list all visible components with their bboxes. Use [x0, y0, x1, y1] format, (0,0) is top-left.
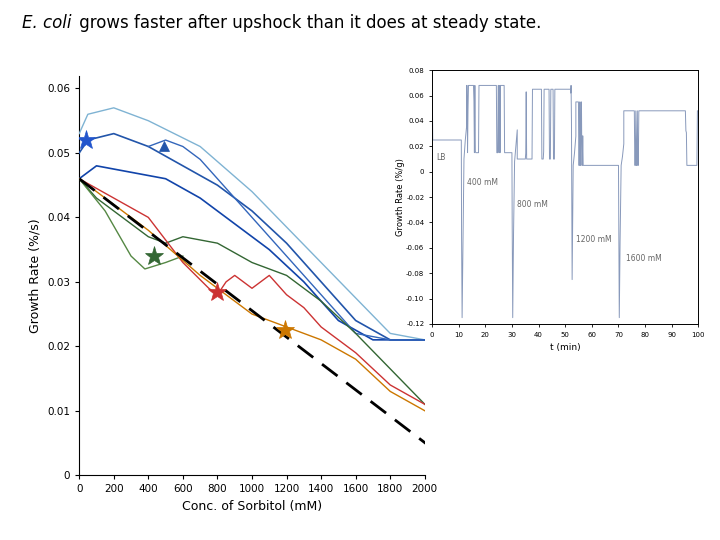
Text: 800 mM: 800 mM: [517, 200, 548, 208]
Text: 1600 mM: 1600 mM: [626, 254, 662, 263]
Text: 1200 mM: 1200 mM: [576, 235, 611, 244]
Y-axis label: Growth Rate (%/s): Growth Rate (%/s): [29, 218, 42, 333]
Text: grows faster after upshock than it does at steady state.: grows faster after upshock than it does …: [74, 14, 541, 31]
Y-axis label: Growth Rate (%/g): Growth Rate (%/g): [396, 158, 405, 236]
Text: LB: LB: [436, 153, 446, 161]
X-axis label: t (min): t (min): [550, 343, 580, 352]
Text: 400 mM: 400 mM: [467, 178, 498, 187]
X-axis label: Conc. of Sorbitol (mM): Conc. of Sorbitol (mM): [182, 500, 322, 513]
Text: E. coli: E. coli: [22, 14, 71, 31]
